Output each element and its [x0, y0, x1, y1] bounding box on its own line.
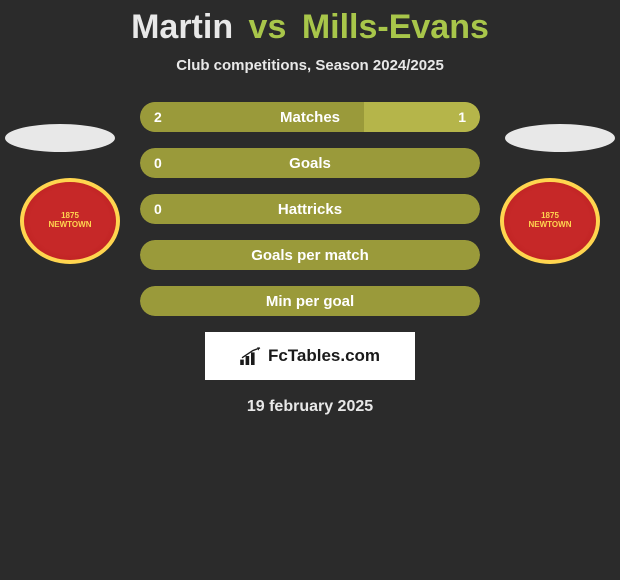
stat-row: Min per goal	[140, 286, 480, 316]
player2-name: Mills-Evans	[302, 8, 489, 46]
subtitle: Club competitions, Season 2024/2025	[0, 57, 620, 74]
stat-label: Goals	[140, 155, 480, 172]
player1-name: Martin	[131, 8, 233, 46]
stat-label: Goals per match	[140, 247, 480, 264]
page-title: Martin vs Mills-Evans	[0, 8, 620, 47]
vs-label: vs	[249, 8, 287, 46]
date-label: 19 february 2025	[0, 398, 620, 416]
crest-shield-icon: 1875 NEWTOWN	[500, 178, 600, 264]
stat-label: Hattricks	[140, 201, 480, 218]
stat-row: 0Hattricks	[140, 194, 480, 224]
stat-label: Min per goal	[140, 293, 480, 310]
stat-row: Goals per match	[140, 240, 480, 270]
player2-crest: 1875 NEWTOWN	[500, 178, 600, 264]
stat-row: 0Goals	[140, 148, 480, 178]
crest-text: 1875 NEWTOWN	[529, 212, 572, 230]
stats-list: 21Matches 0Goals 0Hattricks Goals per match…	[140, 102, 480, 316]
comparison-card: Martin vs Mills-Evans Club competitions,…	[0, 0, 620, 416]
player1-ellipse	[5, 124, 115, 152]
player1-crest: 1875 NEWTOWN	[20, 178, 120, 264]
branding-text: FcTables.com	[268, 346, 380, 366]
crest-shield-icon: 1875 NEWTOWN	[20, 178, 120, 264]
crest-text: 1875 NEWTOWN	[49, 212, 92, 230]
player2-ellipse	[505, 124, 615, 152]
branding-box: FcTables.com	[205, 332, 415, 380]
fctables-logo-icon	[240, 347, 262, 365]
stat-label: Matches	[140, 109, 480, 126]
stat-row: 21Matches	[140, 102, 480, 132]
